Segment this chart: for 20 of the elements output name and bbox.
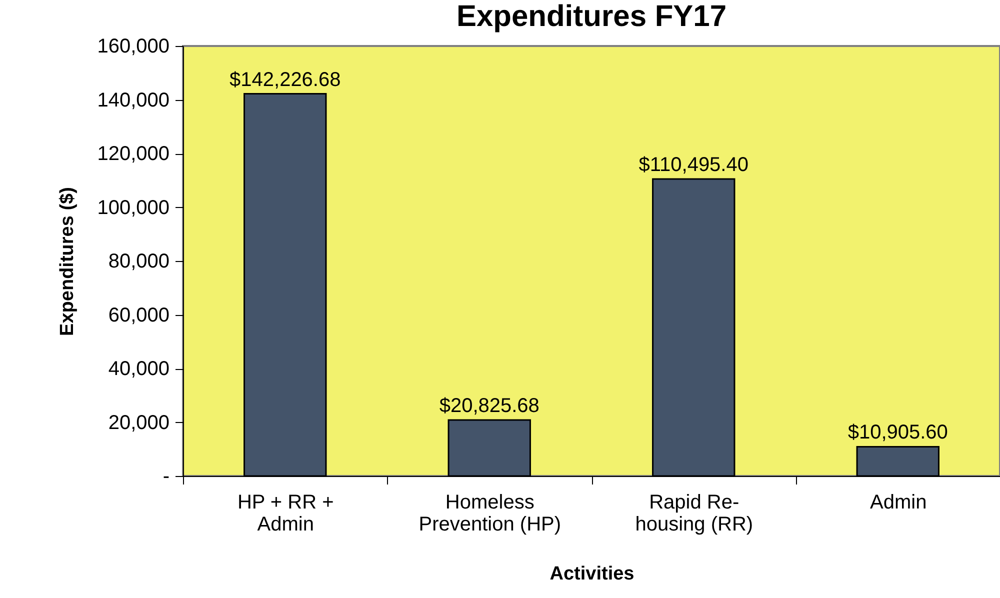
y-tick-label: 80,000 <box>108 250 170 272</box>
y-tick-label: 60,000 <box>108 304 170 326</box>
x-tick-label: Admin <box>870 492 927 514</box>
y-tick-label: 100,000 <box>97 196 170 219</box>
y-tick-label: 40,000 <box>108 358 170 380</box>
y-tick-label: 120,000 <box>97 143 170 165</box>
data-label: $20,825.68 <box>439 395 540 418</box>
data-label: $110,495.40 <box>638 154 748 176</box>
y-axis-title: Expenditures ($) <box>57 187 78 336</box>
x-tick-label: Rapid Re- housing (RR) <box>635 492 754 536</box>
data-label: $10,905.60 <box>848 422 948 444</box>
x-axis-title: Activities <box>550 564 634 584</box>
x-tick-label: Homeless Prevention (HP) <box>418 492 562 536</box>
y-tick-label: 20,000 <box>108 412 170 434</box>
x-tick-label: HP + RR + Admin <box>237 492 334 536</box>
y-tick-label: - <box>162 466 170 488</box>
chart-title: Expenditures FY17 <box>456 0 727 33</box>
y-tick-label: 140,000 <box>97 89 170 112</box>
y-tick-label: 160,000 <box>97 36 170 58</box>
data-label: $142,226.68 <box>230 68 341 91</box>
